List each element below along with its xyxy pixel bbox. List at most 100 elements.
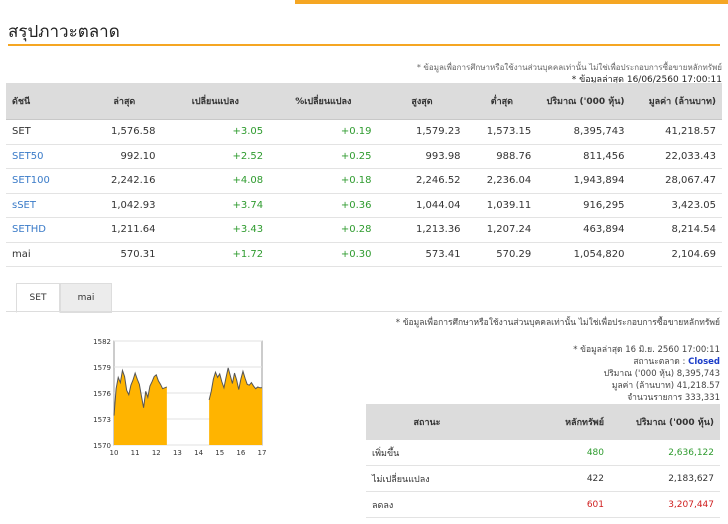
x-tick-label: 14 [194,449,203,457]
cell-value: 2,104.69 [630,242,722,267]
x-tick-label: 10 [110,449,119,457]
top-updated: * ข้อมูลล่าสุด 16/06/2560 17:00:11 [571,75,722,85]
cell-high: 993.98 [377,144,467,169]
col-value: มูลค่า (ล้านบาท) [630,83,722,120]
stat-label: ไม่เปลี่ยนแปลง [366,465,488,492]
stat-count: 422 [488,465,610,492]
y-tick-label: 1582 [93,338,111,346]
y-tick-label: 1579 [93,364,111,372]
col-volume: ปริมาณ ('000 หุ้น) [537,83,631,120]
x-tick-label: 12 [152,449,161,457]
market-header-row: ดัชนี ล่าสุด เปลี่ยนแปลง %เปลี่ยนแปลง สู… [6,83,722,120]
summary-volume: ปริมาณ ('000 หุ้น) 8,395,743 [603,369,720,379]
cell-high: 1,044.04 [377,193,467,218]
col-pct-change: %เปลี่ยนแปลง [269,83,378,120]
x-tick-label: 11 [131,449,140,457]
top-disclaimer: * ข้อมูลเพื่อการศึกษาหรือใช้งานส่วนบุคคล… [416,63,722,72]
series-area [209,367,262,445]
x-tick-label: 16 [236,449,245,457]
x-tick-label: 17 [258,449,267,457]
stat-volume: 2,636,122 [610,440,720,466]
stat-volume: 3,207,447 [610,491,720,518]
index-link[interactable]: SETHD [6,217,88,243]
cell-pct-change: +0.28 [269,217,378,243]
cell-pct-change: +0.19 [269,119,378,145]
cell-pct-change: +0.18 [269,168,378,194]
market-status: สถานะตลาด : Closed [633,354,720,368]
index-name: SET [6,119,88,145]
table-row: sSET 1,042.93 +3.74 +0.36 1,044.04 1,039… [6,193,722,218]
cell-change: +2.52 [161,144,270,169]
stat-volume: 2,183,627 [610,465,720,492]
cell-volume: 8,395,743 [537,119,631,145]
cell-value: 8,214.54 [630,217,722,243]
cell-last: 992.10 [87,144,162,169]
y-tick-label: 1570 [93,442,111,450]
cell-low: 1,207.24 [466,217,538,243]
index-name: mai [6,242,88,267]
col-change: เปลี่ยนแปลง [161,83,270,120]
page-title: สรุปภาวะตลาด [8,22,120,42]
table-row: SET100 2,242.16 +4.08 +0.18 2,246.52 2,2… [6,168,722,194]
cell-high: 1,579.23 [377,119,467,145]
summary-disclaimer: * ข้อมูลเพื่อการศึกษาหรือใช้งานส่วนบุคคล… [395,318,720,328]
x-tick-label: 13 [173,449,182,457]
cell-value: 22,033.43 [630,144,722,169]
col-high: สูงสุด [377,83,467,120]
table-row: ลดลง 601 3,207,447 [366,491,720,518]
market-stat-table: สถานะ หลักทรัพย์ ปริมาณ ('000 หุ้น) เพิ่… [366,404,720,518]
cell-low: 2,236.04 [466,168,538,194]
cell-volume: 1,054,820 [537,242,631,267]
cell-change: +4.08 [161,168,270,194]
stat-count: 601 [488,491,610,518]
cell-pct-change: +0.30 [269,242,378,267]
table-row: ไม่เปลี่ยนแปลง 422 2,183,627 [366,465,720,492]
cell-last: 2,242.16 [87,168,162,194]
tab-divider [6,311,722,312]
cell-low: 570.29 [466,242,538,267]
series-area [114,370,167,445]
tab-mai[interactable]: mai [60,283,112,313]
summary-value: มูลค่า (ล้านบาท) 41,218.57 [611,381,720,391]
cell-last: 1,576.58 [87,119,162,145]
stat-label: เพิ่มขึ้น [366,440,488,466]
table-row: SET50 992.10 +2.52 +0.25 993.98 988.76 8… [6,144,722,169]
index-link[interactable]: SET50 [6,144,88,169]
x-tick-label: 15 [215,449,224,457]
cell-high: 2,246.52 [377,168,467,194]
series-line [208,367,262,401]
table-row: SET 1,576.58 +3.05 +0.19 1,579.23 1,573.… [6,119,722,145]
cell-change: +3.74 [161,193,270,218]
cell-change: +1.72 [161,242,270,267]
col-index: ดัชนี [6,83,88,120]
stat-label: ลดลง [366,491,488,518]
title-divider [8,44,720,46]
cell-low: 1,039.11 [466,193,538,218]
table-row: mai 570.31 +1.72 +0.30 573.41 570.29 1,0… [6,242,722,267]
col-low: ต่ำสุด [466,83,538,120]
market-status-label: สถานะตลาด : [633,357,686,367]
index-link[interactable]: sSET [6,193,88,218]
market-table: ดัชนี ล่าสุด เปลี่ยนแปลง %เปลี่ยนแปลง สู… [6,83,722,267]
cell-pct-change: +0.36 [269,193,378,218]
index-link[interactable]: SET100 [6,168,88,194]
cell-volume: 463,894 [537,217,631,243]
cell-change: +3.05 [161,119,270,145]
cell-pct-change: +0.25 [269,144,378,169]
cell-value: 3,423.05 [630,193,722,218]
col-last: ล่าสุด [87,83,162,120]
series-line [113,368,168,416]
cell-volume: 1,943,894 [537,168,631,194]
tab-set[interactable]: SET [16,283,60,313]
cell-value: 28,067.47 [630,168,722,194]
y-tick-label: 1573 [93,416,111,424]
top-accent-bar [295,0,728,4]
stat-header-row: สถานะ หลักทรัพย์ ปริมาณ ('000 หุ้น) [366,404,720,440]
y-tick-label: 1576 [93,390,111,398]
cell-volume: 811,456 [537,144,631,169]
cell-high: 573.41 [377,242,467,267]
col-securities: หลักทรัพย์ [488,404,610,440]
summary-updated: * ข้อมูลล่าสุด 16 มิ.ย. 2560 17:00:11 [573,345,720,355]
cell-high: 1,213.36 [377,217,467,243]
